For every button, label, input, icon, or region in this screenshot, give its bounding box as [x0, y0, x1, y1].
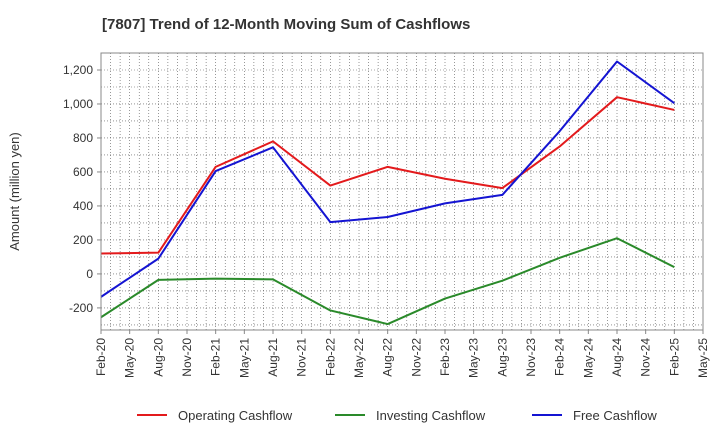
- chart-title: [7807] Trend of 12-Month Moving Sum of C…: [102, 16, 471, 33]
- x-tick-label: Nov-21: [295, 338, 309, 377]
- y-tick-label: 0: [86, 267, 93, 281]
- y-axis-ticks: -200 0 200 400 600 800 1,000 1,200: [63, 63, 101, 315]
- y-tick-label: 200: [73, 233, 93, 247]
- x-tick-label: May-21: [237, 338, 251, 378]
- x-tick-label: Feb-23: [438, 338, 452, 376]
- x-tick-label: Aug-21: [266, 338, 280, 377]
- x-tick-label: Feb-25: [667, 338, 681, 376]
- x-tick-label: May-25: [696, 338, 710, 378]
- x-tick-label: Aug-22: [381, 338, 395, 377]
- grid-lines: [100, 52, 704, 330]
- x-tick-label: May-23: [467, 338, 481, 378]
- legend: Operating Cashflow Investing Cashflow Free…: [137, 408, 657, 423]
- x-tick-label: Feb-21: [209, 338, 223, 376]
- x-tick-label: Aug-23: [495, 338, 509, 377]
- y-axis-title: Amount (million yen): [7, 132, 22, 251]
- operating-cashflow-line: [100, 96, 675, 255]
- x-tick-label: Feb-20: [94, 338, 108, 376]
- y-tick-label: 1,200: [63, 63, 93, 77]
- x-tick-label: May-22: [352, 338, 366, 378]
- y-tick-label: 600: [73, 165, 93, 179]
- y-tick-label: -200: [69, 301, 93, 315]
- x-tick-label: Feb-24: [553, 338, 567, 376]
- operating-cashflow-legend-label: Operating Cashflow: [178, 408, 293, 423]
- y-tick-label: 800: [73, 131, 93, 145]
- plot-frame: [100, 52, 704, 331]
- x-tick-label: May-20: [123, 338, 137, 378]
- x-tick-label: Aug-24: [610, 338, 624, 377]
- y-tick-label: 400: [73, 199, 93, 213]
- x-tick-label: Nov-22: [409, 338, 423, 377]
- x-tick-label: Nov-20: [180, 338, 194, 377]
- investing-cashflow-line: [100, 237, 675, 326]
- series-lines: [100, 60, 675, 326]
- x-tick-label: Feb-22: [323, 338, 337, 376]
- free-cashflow-legend-label: Free Cashflow: [573, 408, 657, 423]
- y-tick-label: 1,000: [63, 97, 93, 111]
- x-tick-label: Nov-23: [524, 338, 538, 377]
- x-tick-label: May-24: [581, 338, 595, 378]
- x-tick-label: Aug-20: [151, 338, 165, 377]
- free-cashflow-line: [100, 60, 675, 298]
- investing-cashflow-legend-label: Investing Cashflow: [376, 408, 486, 423]
- x-axis-ticks: Feb-20 May-20 Aug-20 Nov-20 Feb-21 May-21 Aug-…: [94, 330, 710, 378]
- x-tick-label: Nov-24: [639, 338, 653, 377]
